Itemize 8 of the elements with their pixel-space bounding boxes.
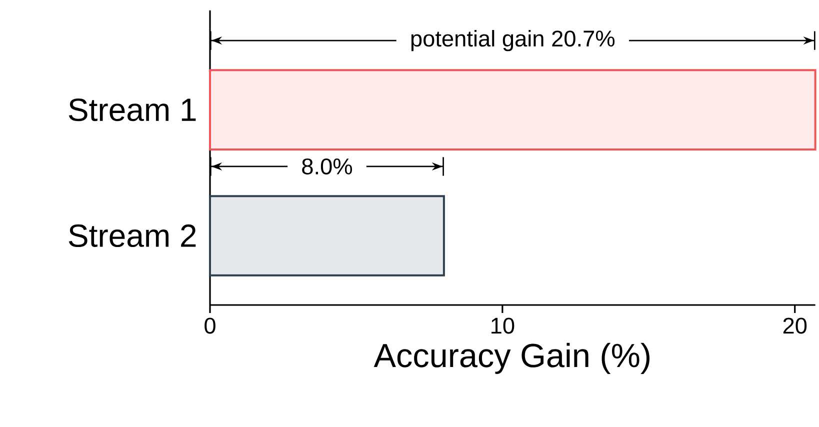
x-tick-label: 0 — [204, 318, 216, 334]
x-tick-label: 20 — [783, 318, 807, 334]
annotation: 8.0% — [302, 158, 352, 174]
x-tick-label: 10 — [492, 318, 514, 334]
annotation: potential gain 20.7% — [411, 30, 615, 52]
x-axis-title: Accuracy Gain (%) — [374, 342, 650, 374]
y-tick-label: Stream 1 — [68, 98, 196, 122]
y-tick-label: Stream 2 — [68, 224, 196, 248]
